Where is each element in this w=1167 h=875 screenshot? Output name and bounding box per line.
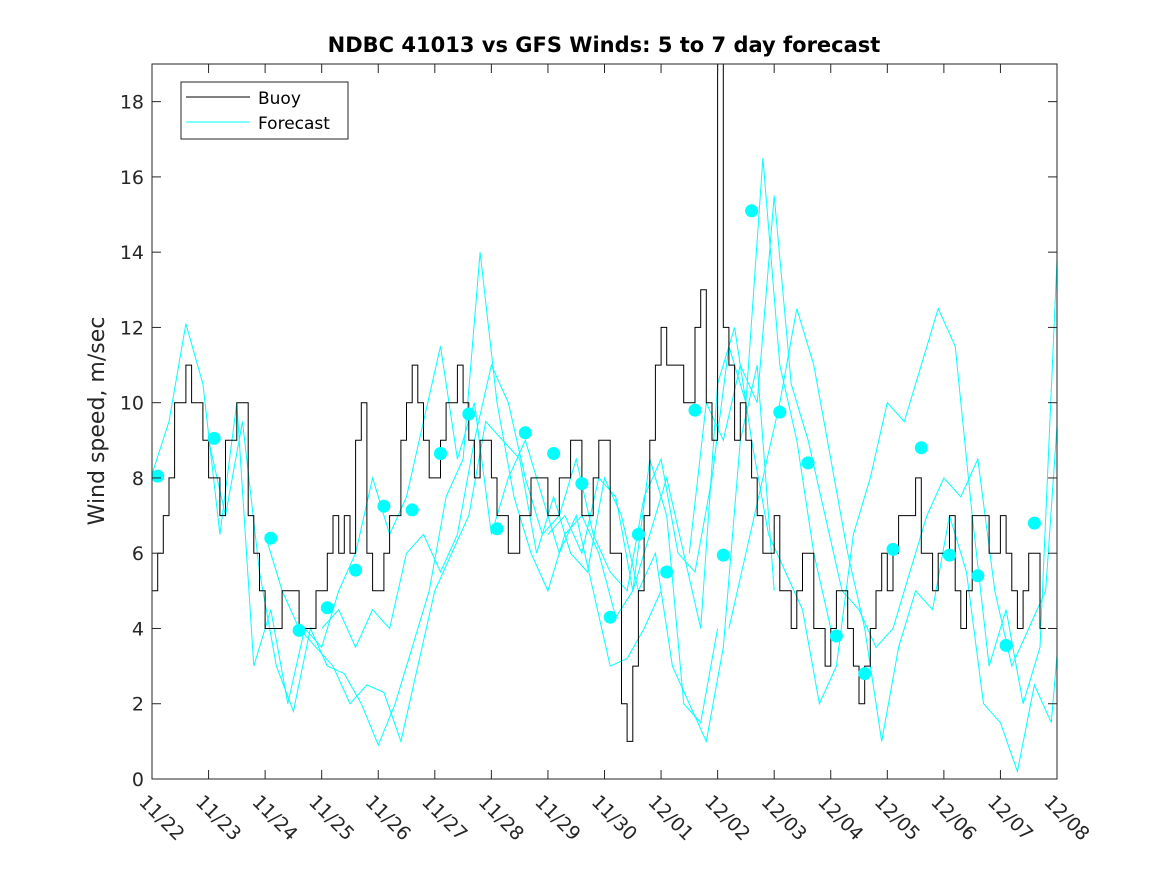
y-tick-label: 18 <box>120 92 144 114</box>
y-tick-label: 0 <box>132 769 144 791</box>
forecast-marker <box>886 542 900 556</box>
y-tick-label: 14 <box>120 242 144 264</box>
forecast-marker <box>914 441 928 455</box>
legend-buoy-label: Buoy <box>258 89 301 109</box>
chart-title: NDBC 41013 vs GFS Winds: 5 to 7 day fore… <box>328 33 881 57</box>
forecast-marker <box>688 403 702 417</box>
y-axis-label: Wind speed, m/sec <box>85 317 110 526</box>
buoy-line <box>152 64 1046 742</box>
forecast-marker <box>207 431 221 445</box>
forecast-line-6 <box>688 195 1057 668</box>
forecast-marker <box>434 447 447 460</box>
forecast-marker <box>377 499 391 513</box>
forecast-marker <box>349 563 363 577</box>
forecast-line-7 <box>728 308 1057 774</box>
forecast-marker <box>858 667 872 681</box>
forecast-marker <box>999 638 1013 652</box>
y-tick-label: 8 <box>132 468 144 490</box>
forecast-marker <box>971 569 985 583</box>
forecast-marker <box>462 407 476 421</box>
y-tick-label: 4 <box>132 618 144 640</box>
legend: Buoy Forecast <box>180 81 349 140</box>
forecast-marker <box>575 477 589 491</box>
forecast-marker <box>518 426 532 440</box>
forecast-marker <box>745 204 759 218</box>
plot-series-group <box>152 64 1057 774</box>
plot-layer <box>152 64 1057 774</box>
forecast-marker <box>773 405 787 419</box>
forecast-marker <box>292 623 306 637</box>
forecast-line-3 <box>264 364 775 744</box>
forecast-marker <box>264 531 278 545</box>
forecast-marker <box>1027 516 1041 530</box>
forecast-marker <box>152 469 165 483</box>
legend-box <box>180 81 349 140</box>
y-tick-label: 6 <box>132 543 144 565</box>
forecast-marker <box>320 601 334 615</box>
forecast-marker <box>603 610 617 624</box>
y-tick-label: 12 <box>120 317 144 339</box>
y-tick-label: 2 <box>132 694 144 716</box>
forecast-marker <box>405 503 419 517</box>
forecast-marker <box>660 565 674 579</box>
forecast-marker <box>490 522 504 536</box>
forecast-marker <box>801 456 815 470</box>
forecast-marker <box>631 527 645 541</box>
forecast-marker <box>716 548 730 562</box>
forecast-marker <box>547 447 561 460</box>
y-tick-label: 16 <box>120 167 144 189</box>
legend-forecast-label: Forecast <box>258 114 330 134</box>
forecast-marker <box>943 548 956 562</box>
y-tick-label: 10 <box>120 393 144 415</box>
forecast-marker <box>829 629 843 643</box>
